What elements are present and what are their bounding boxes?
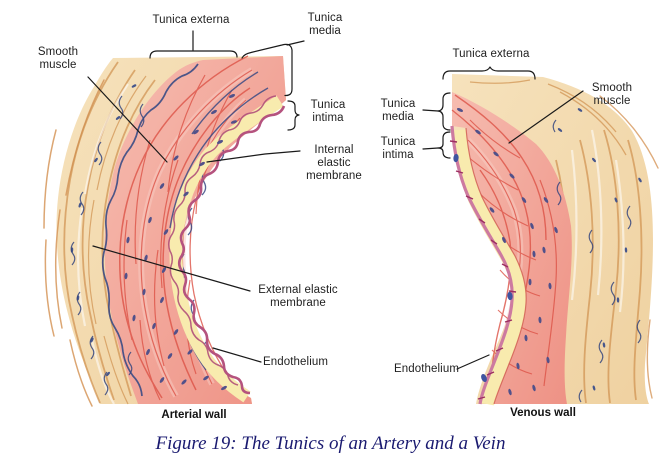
artery-illustration [43, 55, 286, 407]
artery-external-elastic-leader [92, 245, 251, 292]
vein-tunica-intima-leader [422, 147, 439, 150]
figure-caption: Figure 19: The Tunics of an Artery and a… [155, 433, 506, 454]
annotation-lines [87, 30, 584, 370]
artery-externa-highlights [77, 83, 129, 405]
vein-endothelium-label: Endothelium [393, 363, 459, 375]
artery-endothelium-label: Endothelium [263, 356, 329, 368]
artery-internal-elastic-leader [206, 150, 301, 163]
vein-tunica-intima-brace [437, 131, 451, 159]
vein-tunica-intima-label: Tunica intima [380, 136, 416, 161]
vein-tunica-externa-label: Tunica externa [452, 48, 530, 60]
vein-tunica-media-brace [437, 92, 451, 131]
vein-tunica-media-label: Tunica media [380, 98, 416, 123]
artery-tunica-externa-label: Tunica externa [152, 14, 230, 26]
artery-media-nuclei [124, 94, 238, 391]
artery-tunica-externa-bracket [149, 30, 238, 59]
venous-wall-title: Venous wall [510, 407, 576, 419]
vein-externa-highlights [570, 129, 625, 313]
artery-external-elastic-membrane [101, 63, 199, 397]
artery-externa-fibers [63, 61, 156, 405]
vein-media-boundary-line [465, 127, 527, 405]
vein-endothelium-lining [450, 125, 514, 405]
arterial-wall-title: Arterial wall [161, 409, 227, 421]
vein-endothelium-nuclei [453, 153, 513, 383]
artery-endothelium-lining [177, 105, 286, 395]
vein-endothelium-junctions [449, 140, 517, 400]
vein-smooth-muscle-leader [508, 90, 584, 144]
vein-smooth-muscle-label: Smooth muscle [591, 82, 633, 107]
artery-tunica-intima-brace [287, 100, 300, 131]
artery-smooth-muscle-label: Smooth muscle [37, 46, 79, 71]
vein-endothelium-leader [456, 354, 490, 370]
vein-tunica-media-leader [422, 109, 439, 112]
vein-tunica-externa-brace [442, 66, 536, 80]
artery-smooth-muscle-leader [87, 76, 168, 163]
vein-media-nuclei [456, 108, 558, 396]
artery-tunica-intima-label: Tunica intima [310, 99, 346, 124]
artery-tunica-media-bracket [241, 40, 305, 97]
artery-external-elastic-membrane-label: External elastic membrane [258, 284, 338, 309]
artery-tunica-media-label: Tunica media [307, 12, 343, 37]
vein-tunica-intima-region [452, 129, 527, 406]
vein-externa-nuclei [557, 108, 642, 391]
artery-internal-elastic-membrane-label: Internal elastic membrane [306, 144, 362, 182]
artery-internal-elastic-membrane [167, 95, 277, 386]
artery-externa-elastic-squiggles [70, 95, 145, 396]
artery-endothelium-leader [212, 347, 262, 363]
vein-externa-elastic-squiggles [552, 119, 642, 403]
vein-illustration [449, 74, 659, 406]
